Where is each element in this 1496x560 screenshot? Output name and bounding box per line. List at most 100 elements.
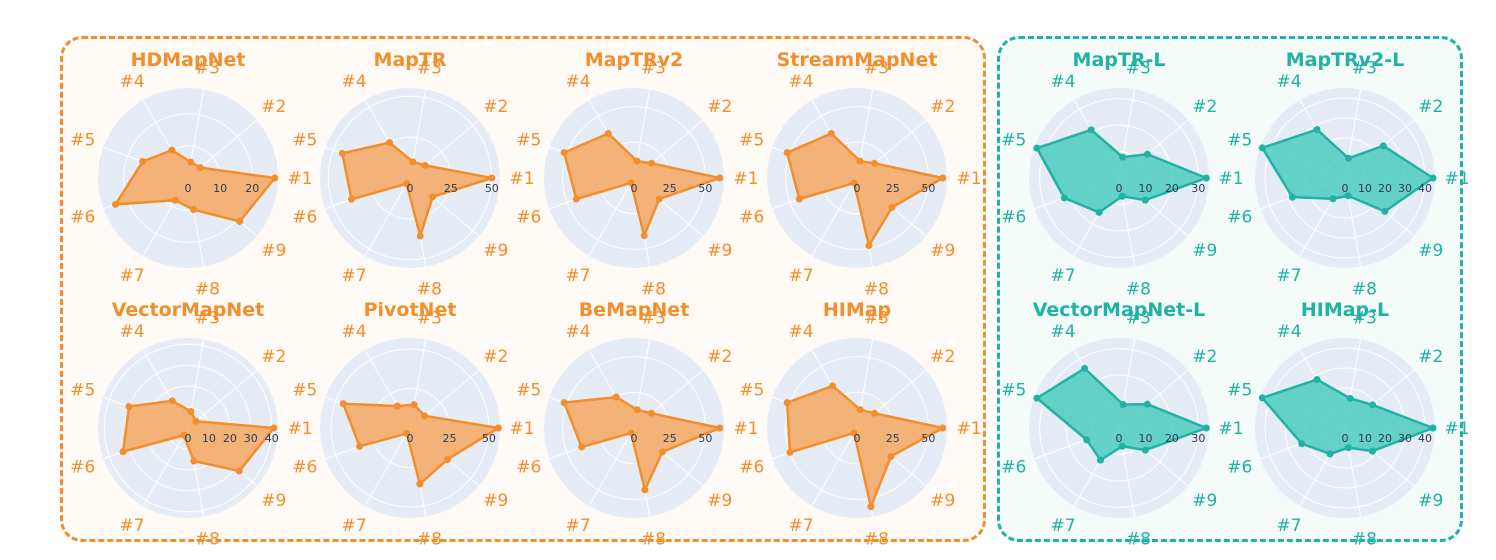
axis-label: #9 bbox=[930, 491, 955, 511]
radial-tick-label: 10 bbox=[213, 182, 227, 195]
data-point bbox=[560, 399, 568, 407]
axis-label: #4 bbox=[788, 72, 813, 92]
radar-chart: 0 25 50 #1 #2 #3 #4 #5 #6 #7 #8 #9 PivotNet bbox=[292, 299, 534, 549]
data-point bbox=[339, 400, 347, 408]
axis-label: #8 bbox=[417, 529, 442, 549]
radial-tick-label: 20 bbox=[223, 432, 237, 445]
data-point bbox=[1033, 394, 1041, 402]
axis-label: #4 bbox=[341, 322, 366, 342]
radial-tick-label: 0 bbox=[1342, 432, 1349, 445]
radial-tick-label: 0 bbox=[407, 182, 414, 195]
axis-label: #7 bbox=[1050, 266, 1075, 286]
axis-label: #8 bbox=[1126, 279, 1151, 299]
data-point bbox=[1258, 144, 1266, 152]
axis-label: #5 bbox=[1001, 381, 1026, 401]
grid-spoke bbox=[142, 427, 189, 507]
axis-label: #8 bbox=[864, 279, 889, 299]
axis-label: #5 bbox=[70, 381, 95, 401]
series-area bbox=[341, 141, 494, 238]
data-point bbox=[850, 179, 858, 187]
data-point bbox=[786, 448, 794, 456]
data-point bbox=[1379, 142, 1387, 150]
axis-label: #1 bbox=[287, 419, 312, 439]
axis-label: #5 bbox=[1001, 131, 1026, 151]
radial-tick-label: 0 bbox=[854, 432, 861, 445]
radial-tick-label: 20 bbox=[1378, 182, 1392, 195]
radial-tick-label: 0 bbox=[185, 432, 192, 445]
axis-label: #9 bbox=[1192, 241, 1217, 261]
radial-tick-label: 0 bbox=[1116, 432, 1123, 445]
axis-label: #2 bbox=[930, 347, 955, 367]
grid-spoke bbox=[811, 177, 858, 257]
data-point bbox=[829, 382, 837, 390]
radar-chart: 0 10 20 30 #1 #2 #3 #4 #5 #6 #7 #8 #9 VectorMapNet-L bbox=[1001, 299, 1243, 549]
radial-tick-label: 20 bbox=[245, 182, 259, 195]
data-point bbox=[1344, 192, 1352, 200]
axis-label: #2 bbox=[261, 97, 286, 117]
axis-label: #7 bbox=[565, 266, 590, 286]
axis-label: #2 bbox=[483, 97, 508, 117]
axis-label: #2 bbox=[483, 347, 508, 367]
radial-tick-label: 0 bbox=[631, 182, 638, 195]
axis-label: #9 bbox=[930, 241, 955, 261]
axis-label: #8 bbox=[1126, 529, 1151, 549]
data-point bbox=[429, 193, 437, 201]
data-point bbox=[1141, 196, 1149, 204]
axis-label: #3 bbox=[1352, 309, 1377, 329]
data-point bbox=[443, 455, 451, 463]
data-point bbox=[235, 467, 243, 475]
axis-label: #4 bbox=[119, 72, 144, 92]
axis-label: #1 bbox=[956, 419, 981, 439]
data-point bbox=[572, 195, 580, 203]
axis-label: #4 bbox=[1276, 322, 1301, 342]
data-point bbox=[627, 179, 635, 187]
axis-label: #3 bbox=[641, 59, 666, 79]
data-point bbox=[604, 129, 612, 137]
data-point bbox=[1033, 144, 1041, 152]
data-point bbox=[1096, 456, 1104, 464]
axis-label: #7 bbox=[1276, 266, 1301, 286]
axis-label: #6 bbox=[1227, 207, 1252, 227]
data-point bbox=[1313, 126, 1321, 134]
data-point bbox=[187, 408, 195, 416]
series-area bbox=[1035, 128, 1208, 214]
grid-spoke bbox=[364, 177, 411, 257]
data-point bbox=[393, 402, 401, 410]
data-point bbox=[1288, 193, 1296, 201]
data-point bbox=[1141, 446, 1149, 454]
data-point bbox=[171, 196, 179, 204]
axis-label: #9 bbox=[707, 491, 732, 511]
data-point bbox=[1369, 401, 1377, 409]
data-point bbox=[578, 443, 586, 451]
axis-label: #2 bbox=[707, 97, 732, 117]
data-point bbox=[1313, 376, 1321, 384]
data-point bbox=[867, 503, 875, 511]
chart-title: MapTR bbox=[374, 49, 447, 71]
axis-label: #1 bbox=[509, 169, 534, 189]
data-point bbox=[356, 442, 364, 450]
data-point bbox=[1329, 195, 1337, 203]
axis-label: #4 bbox=[565, 72, 590, 92]
data-point bbox=[403, 180, 411, 188]
radar-chart: 0 10 20 #1 #2 #3 #4 #5 #6 #7 #8 #9 HDMapNet bbox=[70, 49, 312, 299]
chart-title: MapTRv2-L bbox=[1286, 49, 1405, 71]
axis-label: #8 bbox=[641, 279, 666, 299]
axis-label: #5 bbox=[1227, 131, 1252, 151]
axis-label: #6 bbox=[70, 457, 95, 477]
axis-label: #3 bbox=[864, 309, 889, 329]
radial-tick-label: 25 bbox=[442, 432, 456, 445]
axis-label: #7 bbox=[788, 516, 813, 536]
axis-label: #3 bbox=[1352, 59, 1377, 79]
data-point bbox=[1298, 440, 1306, 448]
chart-title: BeMapNet bbox=[579, 299, 690, 321]
data-point bbox=[1346, 394, 1354, 402]
data-point bbox=[190, 206, 198, 214]
data-point bbox=[1143, 150, 1151, 158]
radial-tick-label: 0 bbox=[407, 432, 414, 445]
data-point bbox=[648, 159, 656, 167]
axis-label: #7 bbox=[119, 516, 144, 536]
series-area bbox=[785, 384, 944, 509]
chart-title: VectorMapNet bbox=[112, 299, 265, 321]
axis-label: #1 bbox=[1218, 169, 1243, 189]
